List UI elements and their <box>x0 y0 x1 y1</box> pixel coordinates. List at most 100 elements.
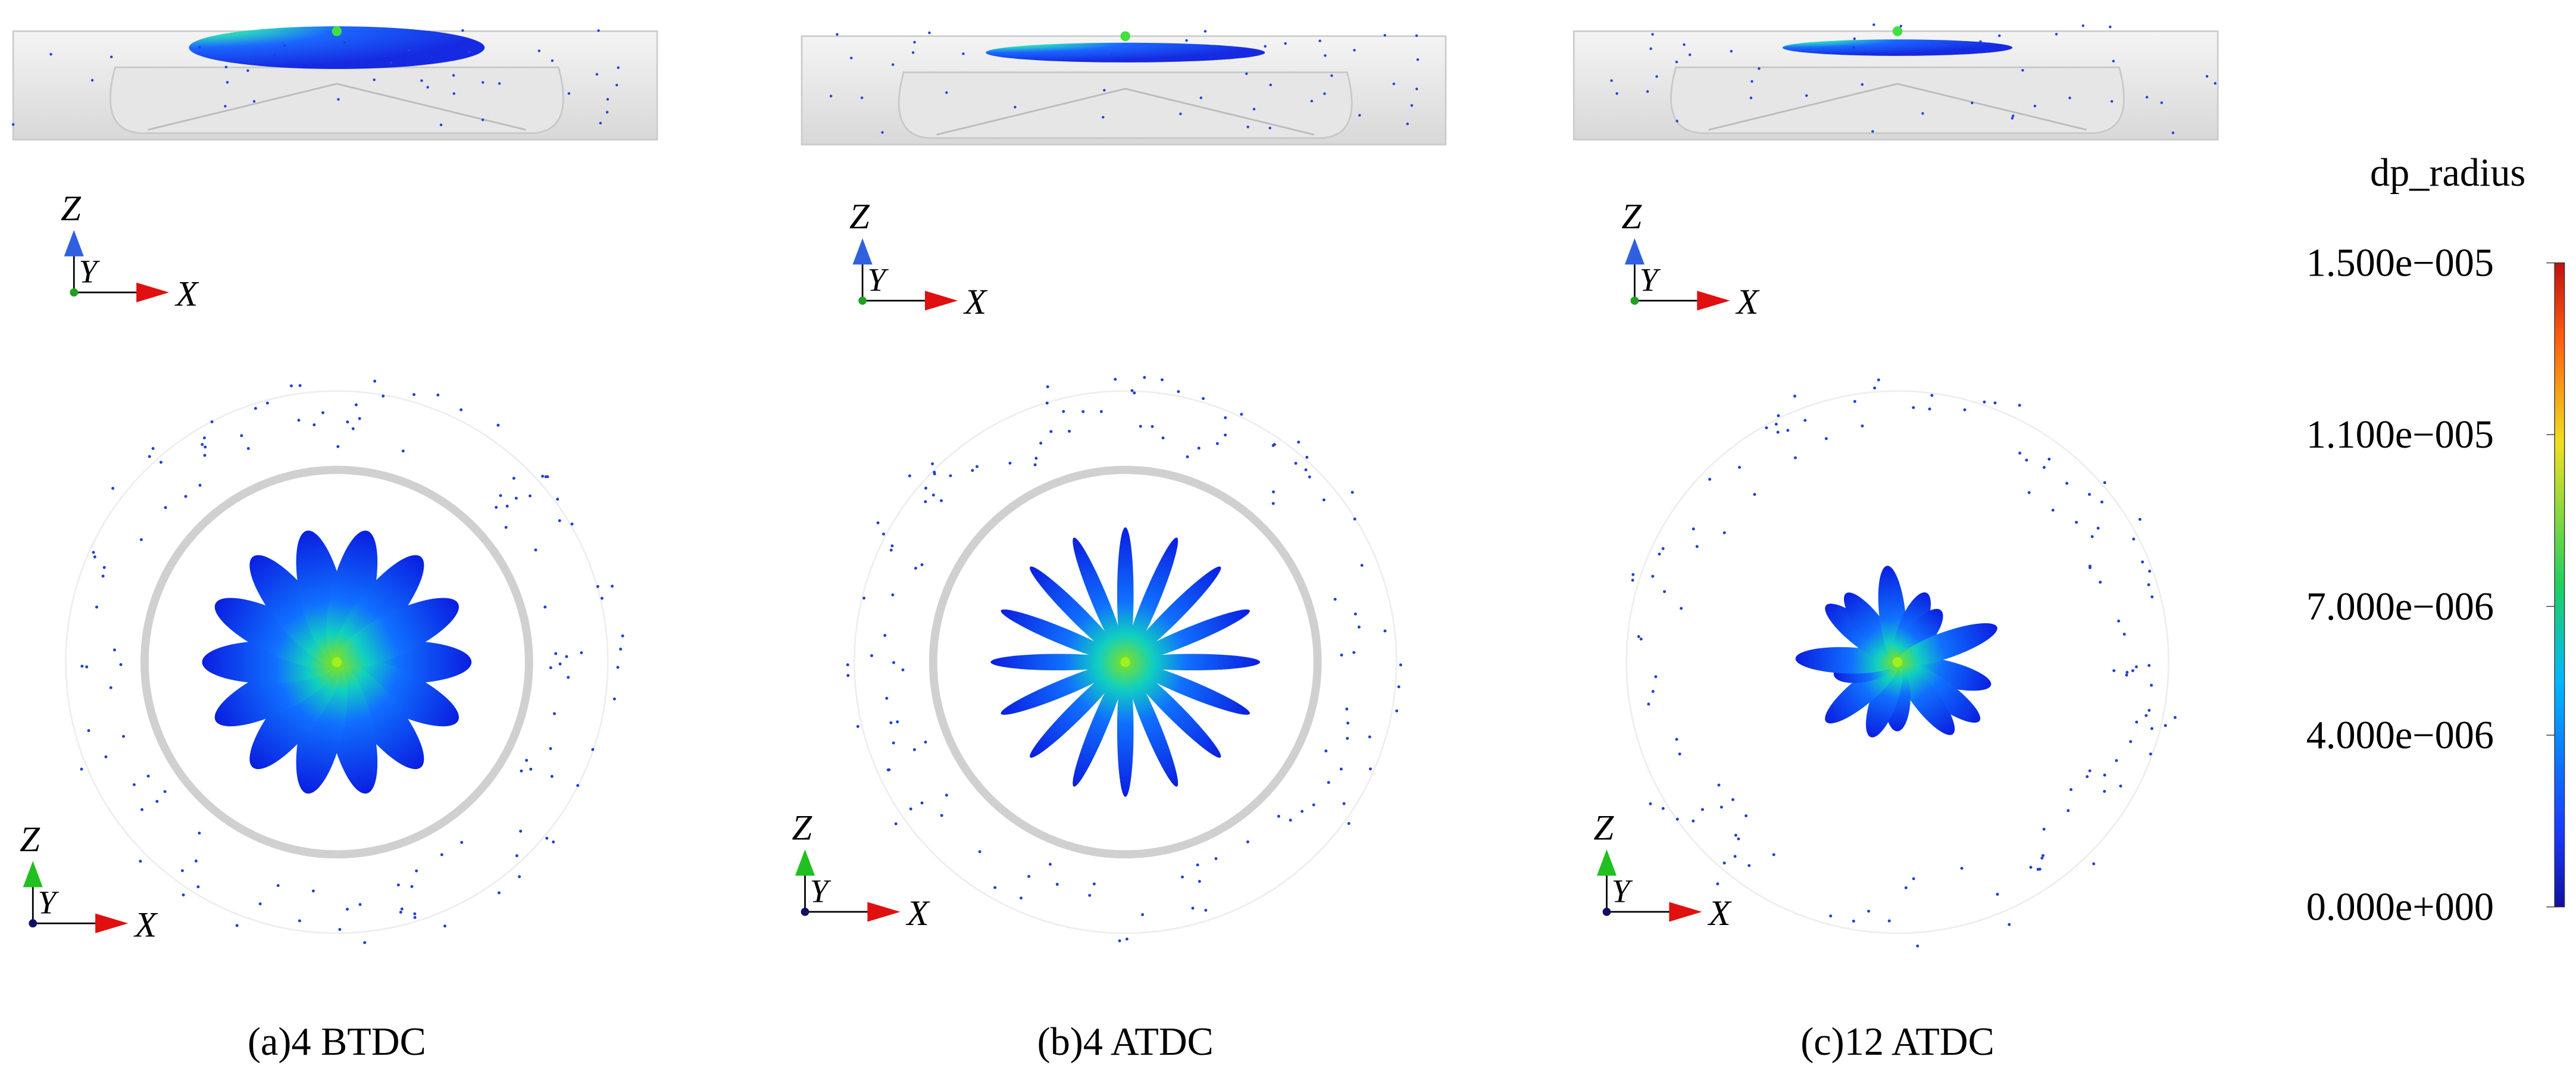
droplet <box>321 411 324 414</box>
droplet <box>468 50 471 54</box>
droplet <box>343 41 346 44</box>
droplet <box>139 860 142 863</box>
droplet <box>2086 775 2089 779</box>
droplet <box>1118 939 1121 943</box>
droplet <box>1333 598 1337 601</box>
droplet <box>565 655 568 658</box>
droplet <box>551 59 554 62</box>
droplet <box>184 495 187 498</box>
droplet <box>2150 683 2153 687</box>
droplet <box>1912 406 1915 410</box>
droplet <box>1273 443 1276 446</box>
droplet <box>1867 910 1871 913</box>
droplet <box>1996 892 1999 896</box>
droplet <box>836 33 839 36</box>
droplet <box>2025 458 2028 462</box>
droplet <box>112 648 116 652</box>
spray-center <box>1120 657 1131 667</box>
droplet <box>1692 819 1695 823</box>
droplet <box>829 95 833 98</box>
droplet <box>1610 79 1613 82</box>
x-arrow <box>867 902 901 922</box>
droplet <box>1350 490 1354 494</box>
droplet <box>1722 861 1726 865</box>
droplet <box>2112 60 2115 62</box>
droplet <box>1383 629 1387 633</box>
droplet <box>203 454 207 457</box>
droplet <box>1415 88 1418 90</box>
droplet <box>1342 802 1346 805</box>
droplet <box>1049 430 1053 433</box>
droplet <box>2122 632 2126 636</box>
droplet <box>1749 96 1753 99</box>
droplet <box>1395 709 1399 712</box>
droplet <box>529 494 532 498</box>
droplet <box>1203 30 1207 33</box>
droplet <box>1399 663 1402 667</box>
droplet <box>1853 37 1856 40</box>
nozzle <box>1892 26 1903 36</box>
droplet <box>2131 669 2134 673</box>
droplet <box>1861 424 1864 428</box>
droplet <box>1133 391 1136 395</box>
droplet <box>164 506 167 510</box>
droplet <box>1214 857 1218 861</box>
droplet <box>1181 875 1184 879</box>
droplet <box>924 500 927 504</box>
droplet <box>1198 880 1201 883</box>
droplet <box>2036 867 2040 871</box>
droplet <box>537 49 541 52</box>
droplet <box>2088 564 2092 568</box>
colorbar-label: 1.100e−005 <box>2306 413 2494 457</box>
droplet <box>1824 437 1828 440</box>
droplet <box>1733 855 1737 858</box>
bowl-ring <box>929 465 1322 859</box>
droplet <box>892 661 896 664</box>
droplet <box>194 860 198 862</box>
droplet <box>885 696 889 700</box>
droplet <box>1680 607 1683 610</box>
axis-label-x: X <box>1735 282 1761 322</box>
droplet <box>1872 23 1875 26</box>
droplet <box>1873 386 1877 390</box>
droplet <box>1631 573 1635 576</box>
droplet <box>101 574 105 578</box>
droplet <box>1615 92 1618 95</box>
droplet <box>924 486 927 490</box>
z-arrow <box>1624 238 1645 265</box>
x-arrow <box>1669 902 1702 922</box>
droplet <box>2075 520 2078 524</box>
droplet <box>1110 52 1113 56</box>
droplet <box>933 470 936 474</box>
droplet <box>287 55 290 58</box>
droplet <box>1027 874 1031 878</box>
droplet <box>1357 625 1361 629</box>
droplet <box>846 674 850 677</box>
droplet <box>1224 416 1227 420</box>
droplet <box>358 417 361 420</box>
droplet <box>1758 67 1761 70</box>
droplet <box>2029 865 2033 869</box>
droplet <box>85 665 89 668</box>
droplet <box>104 755 108 758</box>
droplet <box>1324 54 1327 57</box>
droplet <box>913 40 916 44</box>
droplet <box>596 585 599 588</box>
droplet <box>2042 827 2046 831</box>
droplet <box>202 436 206 440</box>
x-arrow <box>136 282 170 302</box>
droplet <box>1700 808 1704 811</box>
droplet <box>92 551 95 554</box>
spray-plume <box>326 530 378 662</box>
droplet <box>247 60 250 64</box>
colorbar-label: 7.000e−006 <box>2306 585 2494 629</box>
droplet <box>283 44 286 47</box>
droplet <box>597 29 600 32</box>
droplet <box>2205 75 2209 78</box>
droplet <box>889 548 893 552</box>
droplet <box>1689 53 1692 57</box>
droplet <box>2112 669 2116 673</box>
axis-label-y: Y <box>1612 873 1633 909</box>
droplet <box>1322 498 1325 502</box>
